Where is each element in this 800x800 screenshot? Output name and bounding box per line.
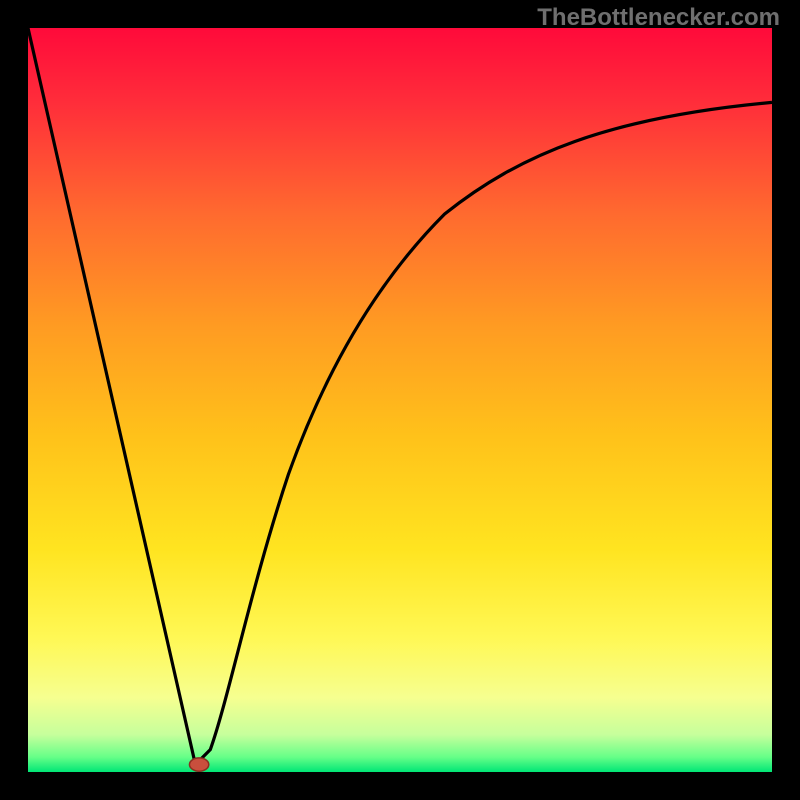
- watermark-label: TheBottlenecker.com: [537, 4, 780, 32]
- bottleneck-curve: [28, 28, 772, 772]
- curve-right-branch: [195, 102, 772, 764]
- plot-area: [28, 28, 772, 772]
- chart-frame: TheBottlenecker.com: [0, 0, 800, 800]
- curve-left-branch: [28, 28, 195, 765]
- optimum-marker: [189, 758, 208, 771]
